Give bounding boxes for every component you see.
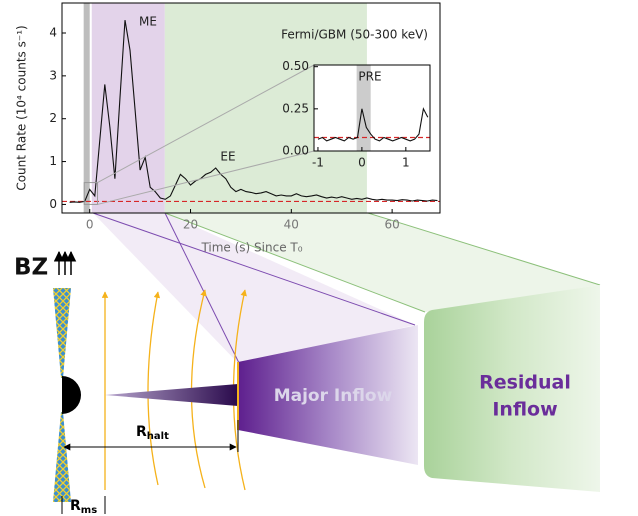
residual-inflow — [424, 285, 600, 492]
residual-label: Residual — [479, 372, 571, 394]
y-tick-label: 2 — [49, 111, 57, 125]
x-tick-label: 0 — [358, 156, 366, 170]
annotation: Fermi/GBM (50-300 keV) — [281, 28, 428, 42]
x-tick-label: 0 — [86, 218, 94, 232]
zoom-line — [97, 64, 315, 184]
annotation: PRE — [358, 70, 381, 84]
r-halt-label: Rhalt — [136, 424, 169, 442]
jet — [53, 288, 71, 378]
x-tick-label: 1 — [402, 156, 410, 170]
y-tick-label: 0 — [49, 197, 57, 211]
light-curve — [69, 20, 438, 203]
y-tick-label: 0.25 — [282, 101, 309, 115]
ee-projection — [165, 213, 600, 312]
ee-edge — [164, 212, 426, 313]
region — [83, 3, 90, 213]
jet — [53, 412, 71, 502]
major-label: Major Inflow — [274, 386, 393, 406]
axes-frame — [313, 64, 431, 152]
zoom-box — [83, 182, 99, 205]
me-edge — [164, 212, 241, 366]
annotation: ME — [139, 15, 157, 29]
me-projection — [93, 213, 415, 365]
me-edge — [92, 212, 416, 326]
y-axis-label: Count Rate (10⁴ counts s⁻¹) — [15, 25, 29, 190]
r-ms-label: Rms — [70, 498, 97, 516]
light-curve — [317, 107, 429, 142]
x-tick-label: 40 — [284, 218, 299, 232]
y-tick-label: 4 — [49, 26, 57, 40]
ee-edge — [367, 212, 601, 286]
bz-label: BZ — [14, 255, 48, 281]
bz-arrows — [53, 250, 77, 275]
y-tick-label: 0.50 — [282, 59, 309, 73]
y-tick-label: 3 — [49, 68, 57, 82]
y-tick-label: 1 — [49, 154, 57, 168]
annotation: EE — [220, 150, 235, 164]
x-tick-label: 60 — [384, 218, 399, 232]
r-halt-main: R — [136, 424, 147, 440]
r-halt-sub: halt — [147, 431, 169, 442]
plots: 0 20 40 60 0 1 2 3 4 -1 0 1 0.00 0.25 0.50 Count Rate (… — [15, 2, 441, 255]
r-ms-sub: ms — [81, 505, 97, 516]
x-tick-label: 20 — [183, 218, 198, 232]
r-ms-main: R — [70, 498, 81, 514]
residual-label: Inflow — [492, 399, 557, 421]
y-tick-label: 0.00 — [282, 144, 309, 158]
plot-area — [314, 65, 430, 151]
major-inflow — [238, 325, 418, 465]
x-axis-label: Time (s) Since T₀ — [200, 241, 302, 255]
axes-frame — [61, 2, 441, 214]
zoom-line — [97, 150, 315, 205]
x-tick-label: -1 — [312, 156, 324, 170]
black-hole — [62, 376, 81, 414]
disk — [105, 384, 238, 406]
